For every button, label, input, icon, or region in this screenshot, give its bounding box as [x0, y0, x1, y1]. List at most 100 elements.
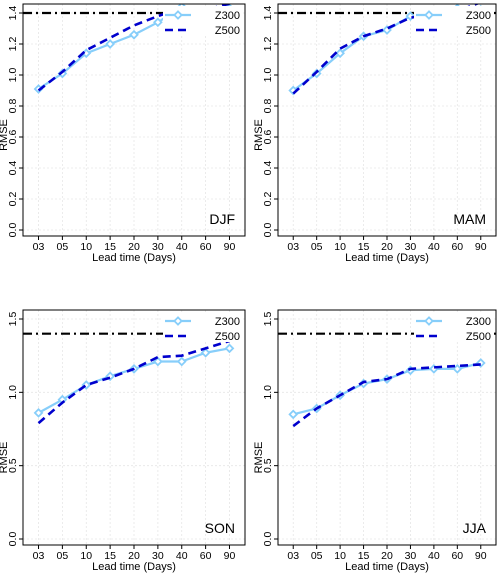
legend-box [163, 6, 243, 36]
legend-box [414, 312, 494, 342]
panel-son: 03 05 10 15 20 30 40 60 90 Lead time (Days) 0.0 0.5… [0, 309, 246, 573]
series-z300-point [152, 17, 163, 28]
y-tick-label: 0.4 [262, 161, 274, 176]
series-z300-point [335, 48, 345, 59]
legend-z300-label: Z300 [215, 316, 240, 328]
series-z300-point [129, 29, 139, 40]
series-z300-point [33, 407, 44, 418]
panel-jja: 03 05 10 15 20 30 40 60 90 Lead time (Days) 0.0 0.5… [253, 309, 497, 573]
series-z300-point [288, 85, 299, 96]
legend-z300-marker [173, 316, 183, 326]
panel-djf: 03 05 10 15 20 30 40 60 90 Lead time (Days) 0.0 0.2… [0, 3, 246, 264]
x-tick-label: 05 [57, 241, 69, 253]
x-tick-label: 15 [358, 550, 370, 562]
x-tick-label: 15 [358, 241, 370, 253]
x-tick-label: 40 [428, 550, 440, 562]
x-axis-label: Lead time (Days) [345, 252, 429, 264]
x-tick-label: 90 [475, 550, 487, 562]
series-z300-point [200, 347, 211, 358]
series-z300-point [152, 356, 163, 367]
series-z300-point [452, 363, 463, 374]
legend-z500-label: Z500 [466, 25, 491, 37]
x-tick-label: 30 [405, 550, 417, 562]
season-label: DJF [209, 211, 235, 227]
x-tick-label: 05 [311, 550, 323, 562]
y-tick-label: 0.0 [262, 532, 274, 547]
x-tick-label: 15 [104, 550, 116, 562]
y-tick-label: 1.0 [7, 385, 19, 400]
panel-mam: 03 05 10 15 20 30 40 60 90 Lead time (Days) 0.0 0.2… [253, 3, 497, 264]
x-tick-label: 40 [428, 241, 440, 253]
x-axis-label: Lead time (Days) [92, 252, 176, 264]
series-z300-point [176, 356, 187, 367]
x-tick-label: 05 [57, 550, 69, 562]
x-tick-label: 60 [451, 241, 463, 253]
legend: Z300 Z500 [163, 312, 243, 343]
x-tick-label: 60 [200, 241, 212, 253]
x-tick-label: 10 [334, 241, 346, 253]
x-tick-label: 10 [80, 241, 92, 253]
season-label: MAM [453, 211, 486, 227]
legend-z300-label: Z300 [215, 10, 240, 22]
y-tick-label: 0.8 [262, 99, 274, 114]
grid [278, 310, 496, 545]
grid [23, 310, 245, 545]
x-tick-label: 10 [334, 550, 346, 562]
y-tick-label: 0.5 [7, 458, 19, 473]
x-tick-label: 03 [33, 241, 45, 253]
y-tick-label: 1.2 [7, 37, 19, 52]
x-tick-label: 20 [381, 241, 393, 253]
x-tick-label: 90 [475, 241, 487, 253]
y-tick-label: 1.0 [262, 385, 274, 400]
legend: Z300 Z500 [414, 312, 494, 343]
x-tick-label: 30 [152, 550, 164, 562]
series-z300-point [288, 409, 299, 420]
y-tick-label: 0.8 [7, 99, 19, 114]
y-axis-label: RMSE [253, 119, 265, 151]
x-tick-label: 30 [152, 241, 164, 253]
grid [278, 4, 496, 236]
legend-z300-label: Z300 [466, 10, 491, 22]
y-tick-label: 0.0 [262, 223, 274, 238]
x-tick-label: 60 [451, 550, 463, 562]
y-tick-label: 0.2 [262, 192, 274, 207]
y-tick-label: 1.4 [262, 6, 274, 21]
x-tick-label: 90 [224, 241, 236, 253]
legend-box [163, 312, 243, 342]
season-label: SON [205, 520, 235, 536]
series-group [33, 339, 235, 425]
y-tick-label: 0.5 [262, 458, 274, 473]
series-z500-line [292, 363, 481, 428]
series-z500-line [37, 339, 230, 425]
legend-z300-marker [173, 10, 183, 20]
series-z300-point [105, 39, 116, 49]
legend-box [414, 6, 494, 36]
legend-z500-label: Z500 [215, 25, 240, 37]
y-tick-label: 1.2 [262, 37, 274, 52]
series-z300-point [224, 343, 235, 354]
legend-z300-marker [424, 10, 434, 20]
x-tick-label: 60 [200, 550, 212, 562]
x-tick-label: 05 [311, 241, 323, 253]
legend: Z300 Z500 [414, 6, 494, 37]
x-tick-label: 03 [287, 550, 299, 562]
y-tick-label: 1.4 [7, 6, 19, 21]
x-tick-label: 15 [104, 241, 116, 253]
x-tick-label: 40 [176, 550, 188, 562]
y-tick-label: 1.0 [7, 68, 19, 83]
x-tick-label: 10 [80, 550, 92, 562]
legend-z500-label: Z500 [466, 331, 491, 343]
x-tick-label: 90 [224, 550, 236, 562]
legend-z300-label: Z300 [466, 316, 491, 328]
y-axis-label: RMSE [253, 442, 265, 474]
legend-z300-marker [424, 316, 434, 326]
y-tick-label: 0.6 [7, 130, 19, 145]
series-z500-line [292, 4, 480, 95]
legend-z500-label: Z500 [215, 331, 240, 343]
season-label: JJA [463, 520, 487, 536]
series-group [288, 358, 486, 428]
x-tick-label: 03 [33, 550, 45, 562]
x-tick-label: 40 [176, 241, 188, 253]
y-tick-label: 0.0 [7, 532, 19, 547]
